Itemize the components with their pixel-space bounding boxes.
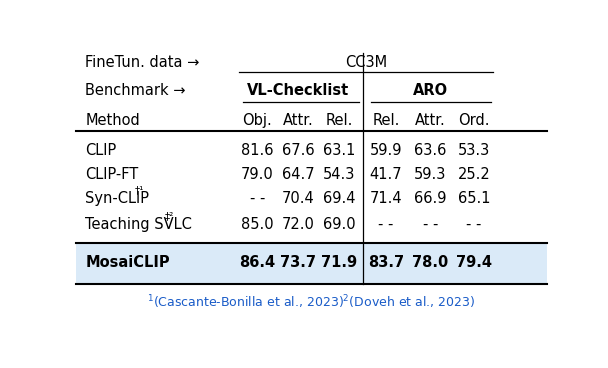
Text: †¹: †¹ — [135, 186, 144, 196]
Text: 81.6: 81.6 — [241, 143, 274, 158]
Text: 79.4: 79.4 — [456, 255, 492, 270]
Text: - -: - - — [466, 217, 482, 231]
Text: Method: Method — [85, 113, 140, 128]
Text: Attr.: Attr. — [283, 113, 314, 128]
Text: 64.7: 64.7 — [282, 167, 315, 182]
Text: 54.3: 54.3 — [323, 167, 355, 182]
Text: 63.1: 63.1 — [323, 143, 355, 158]
Text: 53.3: 53.3 — [458, 143, 490, 158]
Text: 79.0: 79.0 — [241, 167, 274, 182]
Text: 25.2: 25.2 — [458, 167, 491, 182]
Text: Attr.: Attr. — [415, 113, 446, 128]
Text: 69.4: 69.4 — [323, 191, 355, 206]
Text: 85.0: 85.0 — [241, 217, 274, 231]
Text: Teaching SVLC: Teaching SVLC — [85, 217, 192, 231]
Text: - -: - - — [423, 217, 438, 231]
Text: - -: - - — [378, 217, 394, 231]
Text: 71.9: 71.9 — [321, 255, 357, 270]
Text: 71.4: 71.4 — [370, 191, 402, 206]
Text: ARO: ARO — [413, 84, 447, 98]
Text: 83.7: 83.7 — [368, 255, 404, 270]
Text: 59.9: 59.9 — [370, 143, 402, 158]
Text: 73.7: 73.7 — [280, 255, 316, 270]
Text: Benchmark →: Benchmark → — [85, 84, 186, 98]
Text: Obj.: Obj. — [243, 113, 272, 128]
Text: 67.6: 67.6 — [282, 143, 315, 158]
Text: 65.1: 65.1 — [458, 191, 491, 206]
Text: 63.6: 63.6 — [414, 143, 446, 158]
Text: 78.0: 78.0 — [412, 255, 449, 270]
Text: - -: - - — [250, 191, 265, 206]
Text: VL-Checklist: VL-Checklist — [247, 84, 349, 98]
Text: 66.9: 66.9 — [414, 191, 447, 206]
Text: Rel.: Rel. — [325, 113, 353, 128]
Text: 72.0: 72.0 — [282, 217, 315, 231]
Text: CLIP: CLIP — [85, 143, 117, 158]
Text: MosaiCLIP: MosaiCLIP — [85, 255, 170, 270]
Text: 59.3: 59.3 — [414, 167, 446, 182]
Text: $^1$(Cascante-Bonilla et al., 2023)$^2$(Doveh et al., 2023): $^1$(Cascante-Bonilla et al., 2023)$^2$(… — [148, 293, 475, 311]
Text: 69.0: 69.0 — [323, 217, 355, 231]
Text: Ord.: Ord. — [458, 113, 490, 128]
Text: Rel.: Rel. — [372, 113, 399, 128]
Text: FineTun. data →: FineTun. data → — [85, 55, 200, 70]
Text: 86.4: 86.4 — [240, 255, 275, 270]
Text: Syn-CLIP: Syn-CLIP — [85, 191, 150, 206]
FancyBboxPatch shape — [76, 243, 547, 283]
Text: CLIP-FT: CLIP-FT — [85, 167, 139, 182]
Text: 41.7: 41.7 — [370, 167, 402, 182]
Text: ‡²: ‡² — [164, 211, 174, 221]
Text: CC3M: CC3M — [345, 55, 387, 70]
Text: 70.4: 70.4 — [282, 191, 315, 206]
